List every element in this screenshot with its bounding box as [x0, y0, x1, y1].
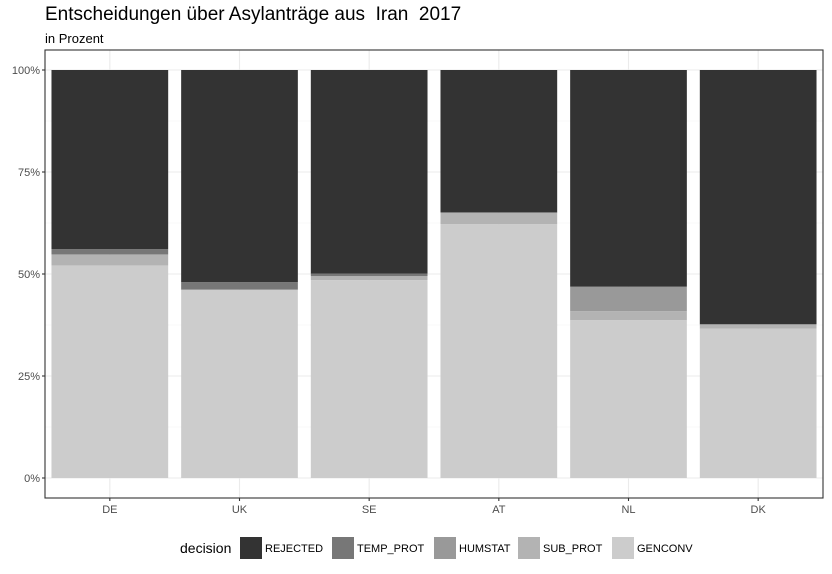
bar-se-rejected	[310, 70, 428, 274]
bar-se-genconv	[310, 280, 428, 478]
y-tick-label: 25%	[18, 371, 40, 383]
y-tick-label: 0%	[24, 473, 40, 485]
legend-label: TEMP_PROT	[357, 543, 425, 555]
bar-dk-rejected	[699, 70, 817, 325]
y-tick-label: 50%	[18, 269, 40, 281]
bar-at-sub-prot	[440, 212, 558, 225]
bar-de-sub-prot	[51, 254, 169, 266]
bar-uk-genconv	[181, 289, 298, 478]
bar-at-genconv	[440, 224, 558, 478]
bar-dk-sub-prot	[699, 324, 817, 329]
bar-de-rejected	[51, 70, 169, 250]
legend-key-humstat	[434, 537, 456, 559]
x-tick-label: DK	[751, 504, 767, 516]
bar-nl-genconv	[570, 320, 687, 478]
legend-key-rejected	[240, 537, 262, 559]
bar-uk-rejected	[181, 70, 298, 283]
x-tick-label: SE	[362, 504, 377, 516]
legend-label: GENCONV	[637, 543, 693, 555]
x-tick-label: NL	[621, 504, 635, 516]
x-tick-label: DE	[102, 504, 117, 516]
x-tick-label: UK	[232, 504, 248, 516]
bar-de-genconv	[51, 265, 169, 478]
legend-key-temp-prot	[332, 537, 354, 559]
bar-nl-rejected	[570, 70, 687, 287]
legend-key-genconv	[612, 537, 634, 559]
bar-se-temp-prot	[310, 273, 428, 277]
bar-dk-genconv	[699, 328, 817, 478]
chart-subtitle: in Prozent	[45, 31, 104, 46]
bar-nl-sub-prot	[570, 311, 687, 321]
legend-title: decision	[180, 540, 231, 556]
y-tick-label: 100%	[12, 65, 40, 77]
chart-title: Entscheidungen über Asylanträge aus Iran…	[45, 4, 462, 25]
bar-se-sub-prot	[310, 276, 428, 281]
x-tick-label: AT	[492, 504, 506, 516]
bar-at-rejected	[440, 70, 558, 213]
y-tick-label: 75%	[18, 167, 40, 179]
bar-nl-humstat	[570, 286, 687, 312]
bar-de-temp-prot	[51, 249, 169, 255]
bar-uk-temp-prot	[181, 282, 298, 290]
legend-label: SUB_PROT	[543, 543, 603, 555]
legend-label: HUMSTAT	[459, 543, 511, 555]
legend-label: REJECTED	[265, 543, 323, 555]
legend-key-sub-prot	[518, 537, 540, 559]
